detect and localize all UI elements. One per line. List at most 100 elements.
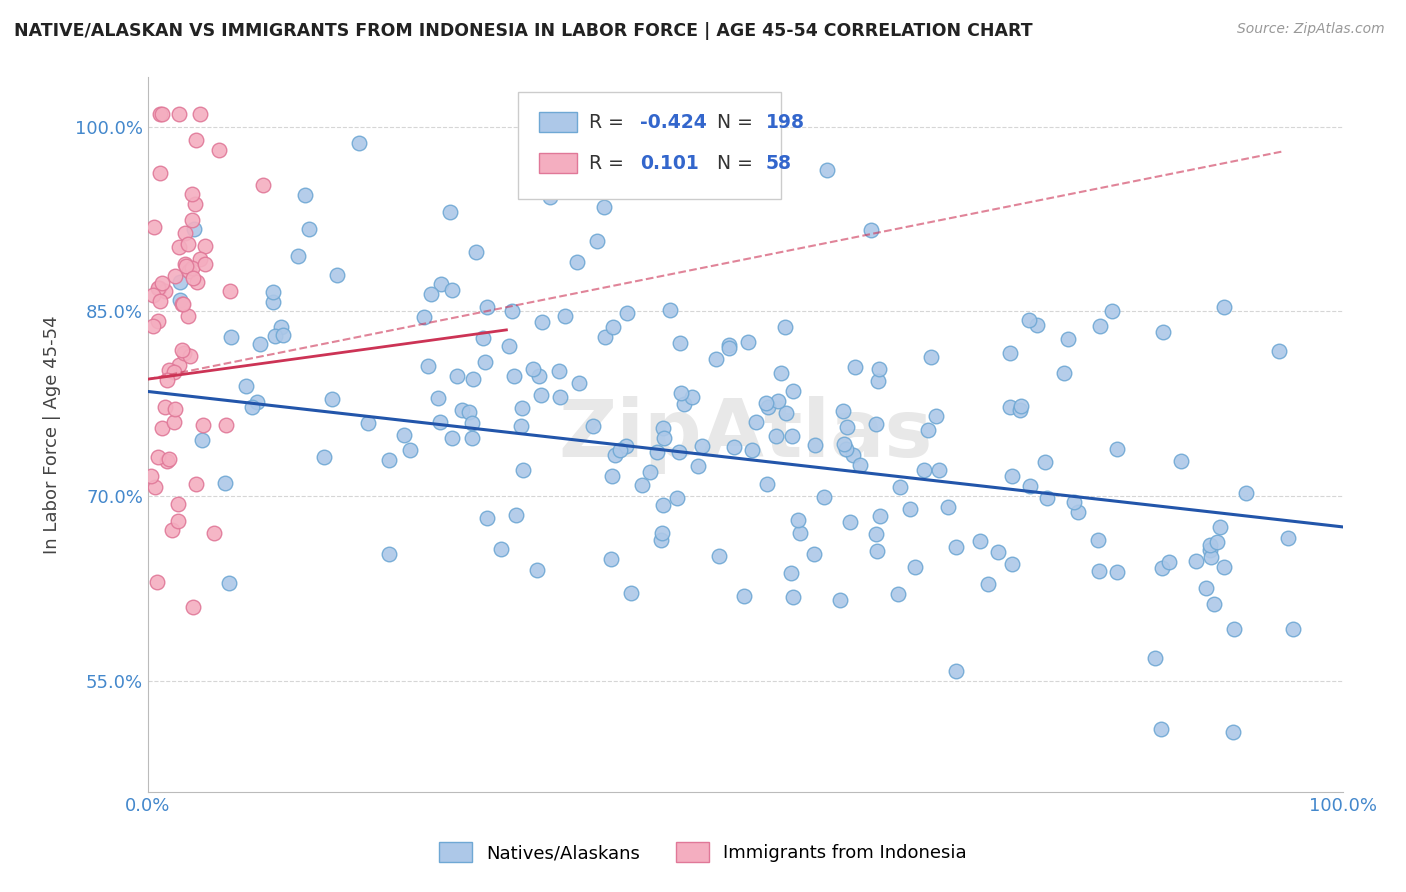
Text: R =: R = — [589, 153, 630, 173]
Point — [430, 277, 453, 291]
Point — [1101, 304, 1123, 318]
Point — [146, 281, 169, 295]
Text: 0.101: 0.101 — [640, 153, 699, 173]
Point — [347, 136, 370, 150]
Point — [733, 590, 755, 604]
Text: NATIVE/ALASKAN VS IMMIGRANTS FROM INDONESIA IN LABOR FORCE | AGE 45-54 CORRELATI: NATIVE/ALASKAN VS IMMIGRANTS FROM INDONE… — [14, 22, 1032, 40]
Text: ZipAtlas: ZipAtlas — [558, 395, 932, 474]
Point — [240, 400, 263, 414]
Point — [651, 421, 673, 435]
FancyBboxPatch shape — [538, 153, 576, 173]
Point — [170, 343, 193, 357]
Point — [526, 563, 548, 577]
Point — [925, 409, 948, 424]
Point — [987, 545, 1010, 559]
Point — [392, 428, 415, 442]
Text: N =: N = — [717, 153, 759, 173]
Point — [945, 540, 967, 554]
Point — [181, 271, 204, 285]
Point — [148, 281, 170, 295]
Point — [1143, 650, 1166, 665]
Point — [183, 222, 205, 236]
Point — [184, 476, 207, 491]
Point — [1090, 318, 1112, 333]
Point — [631, 477, 654, 491]
Point — [782, 590, 804, 604]
Point — [741, 443, 763, 458]
Point — [1209, 519, 1232, 533]
Point — [1033, 455, 1056, 469]
Point — [146, 314, 169, 328]
Point — [756, 477, 779, 491]
Point — [194, 257, 217, 271]
Point — [439, 205, 461, 219]
Point — [849, 458, 872, 472]
Point — [413, 310, 436, 325]
Point — [219, 330, 242, 344]
Point — [1010, 399, 1032, 413]
Point — [1277, 531, 1299, 545]
Point — [1019, 479, 1042, 493]
Point — [162, 523, 184, 537]
Point — [866, 544, 889, 558]
Point — [1195, 581, 1218, 595]
Point — [828, 592, 851, 607]
Point — [184, 133, 207, 147]
Point — [681, 390, 703, 404]
Point — [718, 338, 741, 352]
Point — [1198, 543, 1220, 558]
Point — [868, 362, 890, 376]
Point — [218, 285, 240, 299]
Point — [600, 469, 623, 483]
Point — [804, 438, 827, 452]
Point — [869, 509, 891, 524]
Point — [512, 463, 534, 477]
Point — [1199, 549, 1222, 564]
Point — [378, 548, 401, 562]
Point — [780, 428, 803, 442]
Point — [461, 431, 484, 445]
Point — [163, 416, 186, 430]
Point — [150, 276, 173, 290]
Text: N =: N = — [717, 113, 759, 132]
Point — [803, 547, 825, 561]
Point — [188, 252, 211, 267]
Point — [686, 458, 709, 473]
Point — [218, 575, 240, 590]
Point — [1107, 565, 1129, 579]
Point — [936, 500, 959, 515]
Point — [150, 420, 173, 434]
Point — [1206, 534, 1229, 549]
Point — [898, 502, 921, 516]
Point — [184, 196, 207, 211]
Point — [832, 404, 855, 418]
Point — [146, 575, 169, 590]
Point — [815, 163, 838, 178]
Point — [179, 349, 201, 363]
Point — [1198, 538, 1220, 552]
Point — [645, 445, 668, 459]
Point — [399, 443, 422, 458]
Point — [429, 415, 451, 429]
Point — [143, 480, 166, 494]
Point — [976, 576, 998, 591]
Text: -0.424: -0.424 — [640, 113, 707, 132]
Point — [928, 463, 950, 477]
Point — [173, 257, 195, 271]
Point — [181, 212, 204, 227]
Point — [501, 303, 523, 318]
Point — [477, 300, 499, 314]
Point — [538, 190, 561, 204]
Point — [789, 526, 811, 541]
Point — [181, 261, 204, 276]
Point — [156, 454, 179, 468]
Point — [156, 373, 179, 387]
Point — [1150, 722, 1173, 736]
Point — [779, 566, 801, 580]
Point — [149, 293, 172, 308]
Point — [460, 416, 482, 430]
Point — [169, 275, 191, 289]
Point — [669, 385, 692, 400]
Point — [1018, 313, 1040, 327]
Point — [271, 327, 294, 342]
